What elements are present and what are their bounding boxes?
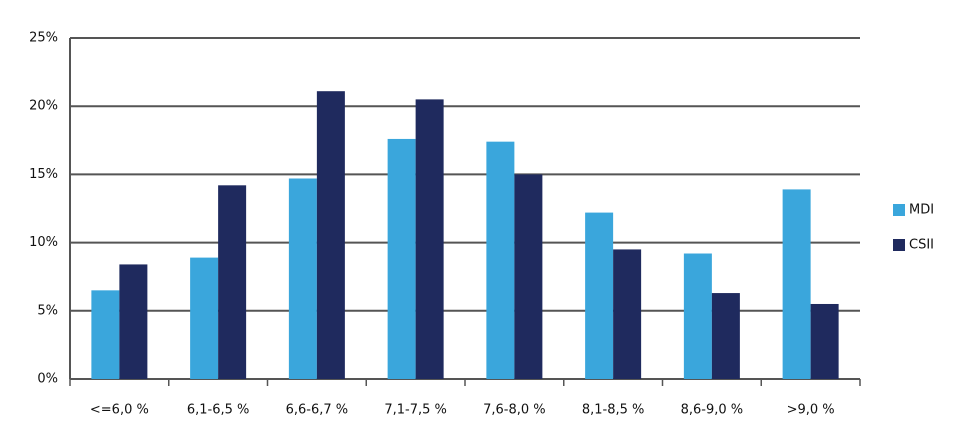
legend-swatch [893,239,905,251]
y-tick-label: 25% [29,31,58,46]
bar [782,189,811,379]
bar [711,293,740,379]
bar [218,185,247,379]
bar [91,290,120,379]
legend-swatch [893,204,905,216]
bar [190,257,219,379]
bar [810,303,839,379]
x-tick-label: 8,1-8,5 % [582,403,645,418]
y-tick-label: 20% [29,99,58,114]
y-tick-label: 10% [29,235,58,250]
bar [288,178,317,379]
bar [316,91,345,380]
bar [387,138,416,379]
bar [415,99,444,379]
bar [486,141,515,379]
x-tick-label: <=6,0 % [90,403,149,418]
bar [119,264,148,379]
x-tick-label: 6,1-6,5 % [187,403,250,418]
x-tick-label: 7,6-8,0 % [483,403,546,418]
x-tick-label: 6,6-6,7 % [286,403,349,418]
bar [514,174,543,379]
y-tick-label: 0% [37,372,58,387]
x-tick-label: 8,6-9,0 % [681,403,744,418]
y-tick-label: 5% [37,303,58,318]
legend-label: CSII [909,238,934,253]
legend-label: MDI [909,203,934,218]
bar [613,249,642,379]
x-tick-label: 7,1-7,5 % [384,403,447,418]
x-tick-label: >9,0 % [787,403,835,418]
bar [585,212,614,379]
y-tick-label: 15% [29,167,58,182]
bar [683,253,712,379]
